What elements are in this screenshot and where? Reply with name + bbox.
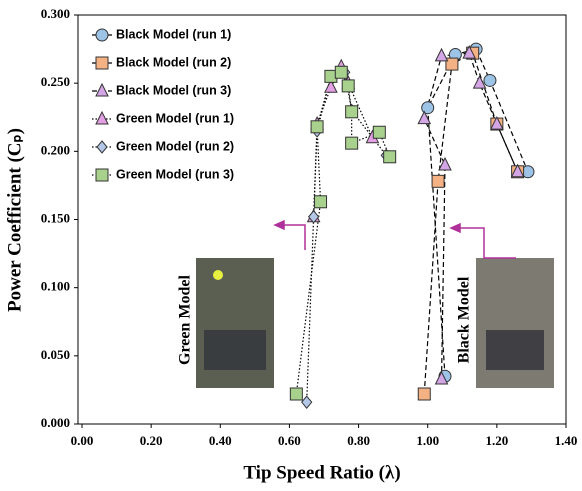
x-tick-label: 0.80 <box>347 433 370 448</box>
series-line <box>423 52 519 395</box>
marker <box>307 209 320 224</box>
annotation: Black Model <box>456 276 473 363</box>
x-tick-label: 1.20 <box>485 433 508 448</box>
marker <box>345 136 359 150</box>
x-tick-label: 0.40 <box>209 433 232 448</box>
black-photo <box>476 258 554 388</box>
x-tick-label: 0.20 <box>140 433 163 448</box>
y-tick-label: 0.200 <box>41 142 70 157</box>
y-tick-label: 0.250 <box>41 74 70 89</box>
legend-label: Green Model (run 2) <box>116 139 234 153</box>
legend-label: Green Model (run 3) <box>116 167 234 181</box>
legend-label: Black Model (run 1) <box>116 27 231 41</box>
photo-detail <box>204 330 266 370</box>
marker <box>383 150 397 164</box>
x-tick-label: 1.00 <box>416 433 439 448</box>
green-photo <box>196 258 274 388</box>
marker <box>434 47 449 62</box>
marker <box>483 73 497 87</box>
marker <box>314 195 328 209</box>
arrow <box>458 227 516 259</box>
series-line <box>427 48 529 377</box>
legend-marker <box>95 28 109 42</box>
marker <box>324 79 338 93</box>
marker <box>417 387 431 401</box>
legend-marker <box>95 82 109 97</box>
legend-marker <box>95 56 109 70</box>
annotation: Green Model <box>177 274 194 364</box>
y-tick-label: 0.050 <box>41 347 70 362</box>
marker <box>417 110 432 125</box>
arrow <box>282 224 306 250</box>
series-line <box>423 52 519 380</box>
legend-marker <box>95 110 109 125</box>
y-tick-label: 0.150 <box>41 210 70 225</box>
marker <box>462 45 477 59</box>
photo-detail <box>486 330 544 370</box>
legend-marker <box>96 140 108 154</box>
x-tick-label: 1.40 <box>555 433 578 448</box>
legend-label: Green Model (run 1) <box>116 111 234 125</box>
marker <box>301 395 313 409</box>
arrows <box>273 219 516 259</box>
legend-label: Black Model (run 3) <box>116 83 231 97</box>
marker <box>341 79 355 93</box>
marker <box>445 57 459 71</box>
arrow-head <box>273 219 285 231</box>
marker <box>431 174 445 188</box>
y-axis-title: Power Coefficient (Cₚ) <box>4 128 25 312</box>
y-tick-label: 0.300 <box>41 6 70 21</box>
arrow-head <box>449 222 461 234</box>
marker <box>421 101 435 115</box>
photo-detail <box>213 270 223 280</box>
y-tick-label: 0.000 <box>41 415 70 430</box>
marker <box>334 65 348 79</box>
series-line <box>295 71 391 395</box>
marker <box>310 120 324 134</box>
marker <box>345 105 359 119</box>
legend-label: Black Model (run 2) <box>116 55 231 69</box>
marker <box>438 156 452 171</box>
legend-marker <box>95 168 109 182</box>
marker <box>434 370 449 385</box>
marker <box>472 75 487 89</box>
marker <box>372 125 386 139</box>
x-axis-title: Tip Speed Ratio (λ) <box>243 462 400 483</box>
x-tick-label: 0.60 <box>278 433 301 448</box>
x-tick-label: 0.00 <box>71 433 94 448</box>
marker <box>490 115 504 130</box>
y-tick-label: 0.100 <box>41 279 70 294</box>
marker <box>510 163 525 178</box>
marker <box>289 387 303 401</box>
